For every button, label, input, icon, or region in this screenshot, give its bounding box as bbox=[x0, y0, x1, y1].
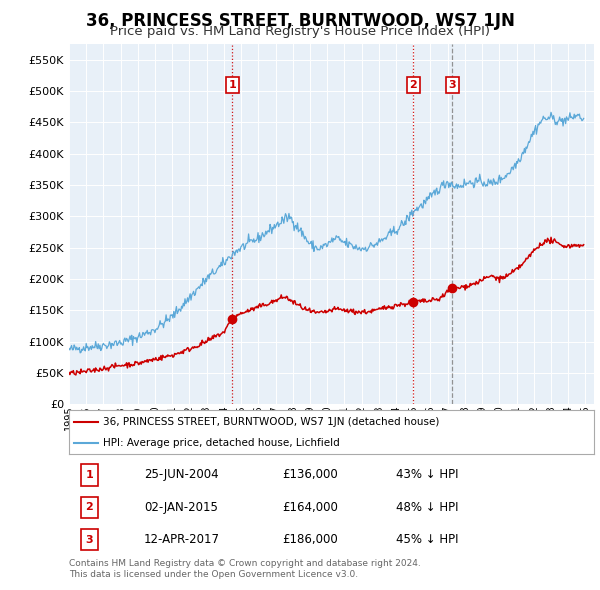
Text: 36, PRINCESS STREET, BURNTWOOD, WS7 1JN (detached house): 36, PRINCESS STREET, BURNTWOOD, WS7 1JN … bbox=[103, 418, 439, 427]
Text: Price paid vs. HM Land Registry's House Price Index (HPI): Price paid vs. HM Land Registry's House … bbox=[110, 25, 490, 38]
Text: 1: 1 bbox=[86, 470, 93, 480]
Text: 48% ↓ HPI: 48% ↓ HPI bbox=[396, 501, 458, 514]
Text: 43% ↓ HPI: 43% ↓ HPI bbox=[396, 468, 458, 481]
Text: 02-JAN-2015: 02-JAN-2015 bbox=[144, 501, 218, 514]
Text: 1: 1 bbox=[228, 80, 236, 90]
Text: 45% ↓ HPI: 45% ↓ HPI bbox=[396, 533, 458, 546]
Text: This data is licensed under the Open Government Licence v3.0.: This data is licensed under the Open Gov… bbox=[69, 571, 358, 579]
Text: £186,000: £186,000 bbox=[282, 533, 338, 546]
Text: 3: 3 bbox=[86, 535, 93, 545]
Text: £136,000: £136,000 bbox=[282, 468, 338, 481]
Text: 12-APR-2017: 12-APR-2017 bbox=[144, 533, 220, 546]
Text: 2: 2 bbox=[86, 503, 93, 512]
Text: Contains HM Land Registry data © Crown copyright and database right 2024.: Contains HM Land Registry data © Crown c… bbox=[69, 559, 421, 568]
Text: 2: 2 bbox=[409, 80, 417, 90]
Text: 36, PRINCESS STREET, BURNTWOOD, WS7 1JN: 36, PRINCESS STREET, BURNTWOOD, WS7 1JN bbox=[86, 12, 514, 30]
Text: 25-JUN-2004: 25-JUN-2004 bbox=[144, 468, 218, 481]
Text: £164,000: £164,000 bbox=[282, 501, 338, 514]
Text: HPI: Average price, detached house, Lichfield: HPI: Average price, detached house, Lich… bbox=[103, 438, 340, 448]
Text: 3: 3 bbox=[449, 80, 456, 90]
